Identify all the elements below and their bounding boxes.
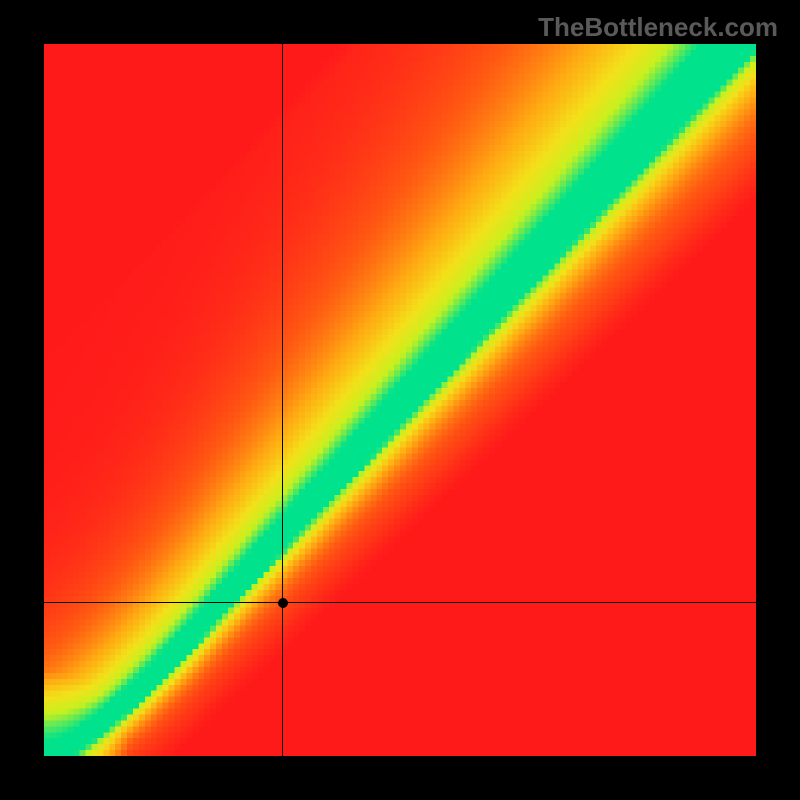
crosshair-dot — [278, 598, 288, 608]
heatmap-area — [44, 44, 756, 756]
plot-frame — [0, 0, 800, 800]
heatmap-canvas — [44, 44, 756, 756]
crosshair-horizontal — [44, 602, 756, 603]
watermark-text: TheBottleneck.com — [538, 12, 778, 43]
crosshair-vertical — [282, 44, 283, 756]
